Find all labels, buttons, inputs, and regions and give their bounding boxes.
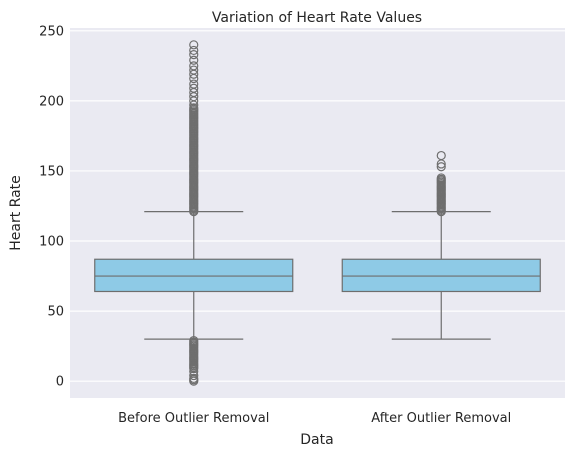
y-axis-title: Heart Rate: [8, 175, 24, 251]
outlier-point-low: [189, 363, 199, 374]
y-tick-label: 0: [56, 375, 64, 390]
outlier-point-high: [189, 40, 199, 50]
outlier-point-high: [189, 103, 199, 113]
y-tick-label: 100: [39, 235, 64, 250]
outlier-point-high: [436, 173, 446, 183]
y-tick-label: 150: [39, 164, 64, 179]
outlier-point-low: [189, 335, 199, 346]
outlier-point-high: [189, 79, 199, 89]
x-tick-label: Before Outlier Removal: [118, 411, 269, 426]
chart-title: Variation of Heart Rate Values: [212, 10, 422, 26]
outlier-point-high: [189, 55, 199, 65]
outlier-point-low: [189, 370, 199, 381]
outlier-point-high: [189, 65, 199, 75]
outlier-point-low: [189, 366, 199, 376]
x-tick-labels: Before Outlier Removal After Outlier Remo…: [118, 411, 511, 426]
box-group: [341, 150, 541, 340]
grid-lines: [70, 30, 565, 382]
outlier-point-high: [189, 45, 199, 56]
y-tick-label: 250: [39, 24, 64, 39]
y-tick-labels: 0 50 100 150 200 250: [39, 24, 64, 389]
outlier-point-high: [189, 83, 199, 93]
box-iqr: [94, 258, 294, 293]
box-group: [94, 40, 294, 386]
outlier-point-high: [436, 162, 446, 172]
outlier-point-high: [189, 50, 199, 60]
y-tick-label: 200: [39, 94, 64, 109]
boxes: [94, 40, 541, 386]
y-tick-label: 50: [47, 305, 64, 320]
outlier-point-low: [189, 373, 199, 383]
box-iqr: [341, 258, 541, 293]
outlier-point-high: [189, 61, 199, 71]
x-tick-label: After Outlier Removal: [371, 411, 511, 426]
x-axis-title: Data: [300, 432, 333, 448]
outlier-point-high: [436, 150, 446, 161]
plot-background: [70, 28, 565, 398]
